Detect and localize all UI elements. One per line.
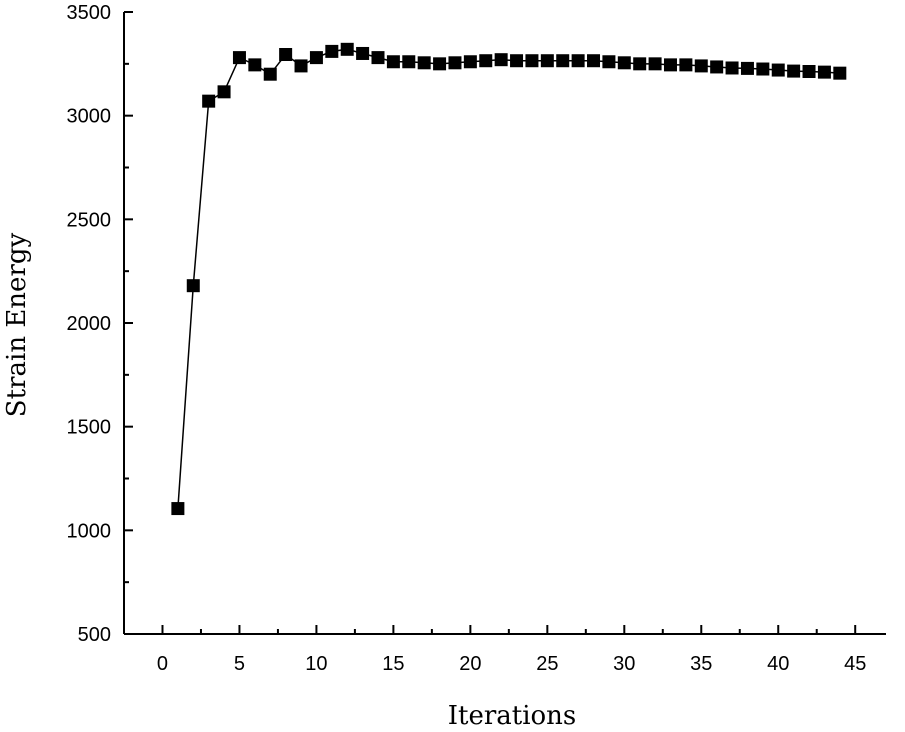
data-point [571, 54, 585, 68]
data-point [494, 53, 508, 67]
y-tick-label: 500 [78, 624, 111, 646]
data-point [217, 85, 231, 99]
x-axis-label: Iterations [448, 701, 577, 731]
data-point [248, 58, 262, 72]
data-point [448, 56, 462, 70]
y-tick-label: 2000 [67, 313, 112, 335]
data-point [171, 502, 185, 516]
x-tick-label: 0 [157, 653, 168, 675]
x-tick-label: 30 [613, 653, 635, 675]
x-tick-label: 45 [844, 653, 866, 675]
data-point [371, 51, 385, 65]
data-point [263, 67, 277, 81]
data-point [556, 54, 570, 68]
data-point [510, 54, 524, 68]
data-point [617, 56, 631, 70]
data-point [294, 59, 308, 73]
y-tick-label: 3500 [67, 2, 112, 24]
y-tick-label: 1000 [67, 520, 112, 542]
data-point [771, 63, 785, 77]
y-tick-label: 1500 [67, 417, 112, 439]
data-point [525, 54, 539, 68]
axes [123, 12, 886, 635]
data-point [402, 55, 416, 69]
data-point [833, 66, 847, 80]
data-point [279, 48, 293, 62]
data-point [540, 54, 554, 68]
data-point [802, 65, 816, 79]
series-line [177, 48, 840, 509]
x-tick-label: 20 [459, 653, 481, 675]
data-point [663, 58, 677, 72]
ticks: 500 1000 1500 2000 2500 3000 3500 0 5 10 15 20 25 30 3… [67, 2, 867, 675]
data-point [679, 58, 693, 72]
data-point [356, 46, 370, 60]
data-point [202, 94, 216, 108]
data-point [433, 57, 447, 71]
data-point [817, 65, 831, 79]
series-group [171, 42, 847, 516]
data-point [232, 51, 246, 65]
data-point [740, 61, 754, 75]
y-tick-label: 3000 [67, 106, 112, 128]
data-point [386, 55, 400, 69]
x-tick-label: 40 [767, 653, 789, 675]
data-point [648, 57, 662, 71]
data-point [633, 57, 647, 71]
data-point [694, 59, 708, 73]
data-point [309, 51, 323, 65]
x-tick-label: 15 [382, 653, 404, 675]
x-tick-label: 10 [305, 653, 327, 675]
data-point [417, 56, 431, 70]
y-axis-label: Strain Energy [2, 232, 32, 417]
data-point [602, 55, 616, 69]
data-point [787, 64, 801, 78]
x-tick-label: 35 [690, 653, 712, 675]
data-point [587, 54, 601, 68]
data-point [463, 55, 477, 69]
data-point [479, 54, 493, 68]
data-point [186, 279, 200, 293]
data-point [340, 42, 354, 56]
y-tick-label: 2500 [67, 209, 112, 231]
data-point [710, 60, 724, 74]
x-tick-label: 5 [234, 653, 245, 675]
data-point [725, 61, 739, 75]
x-tick-label: 25 [536, 653, 558, 675]
data-point [325, 44, 339, 58]
data-point [756, 62, 770, 76]
